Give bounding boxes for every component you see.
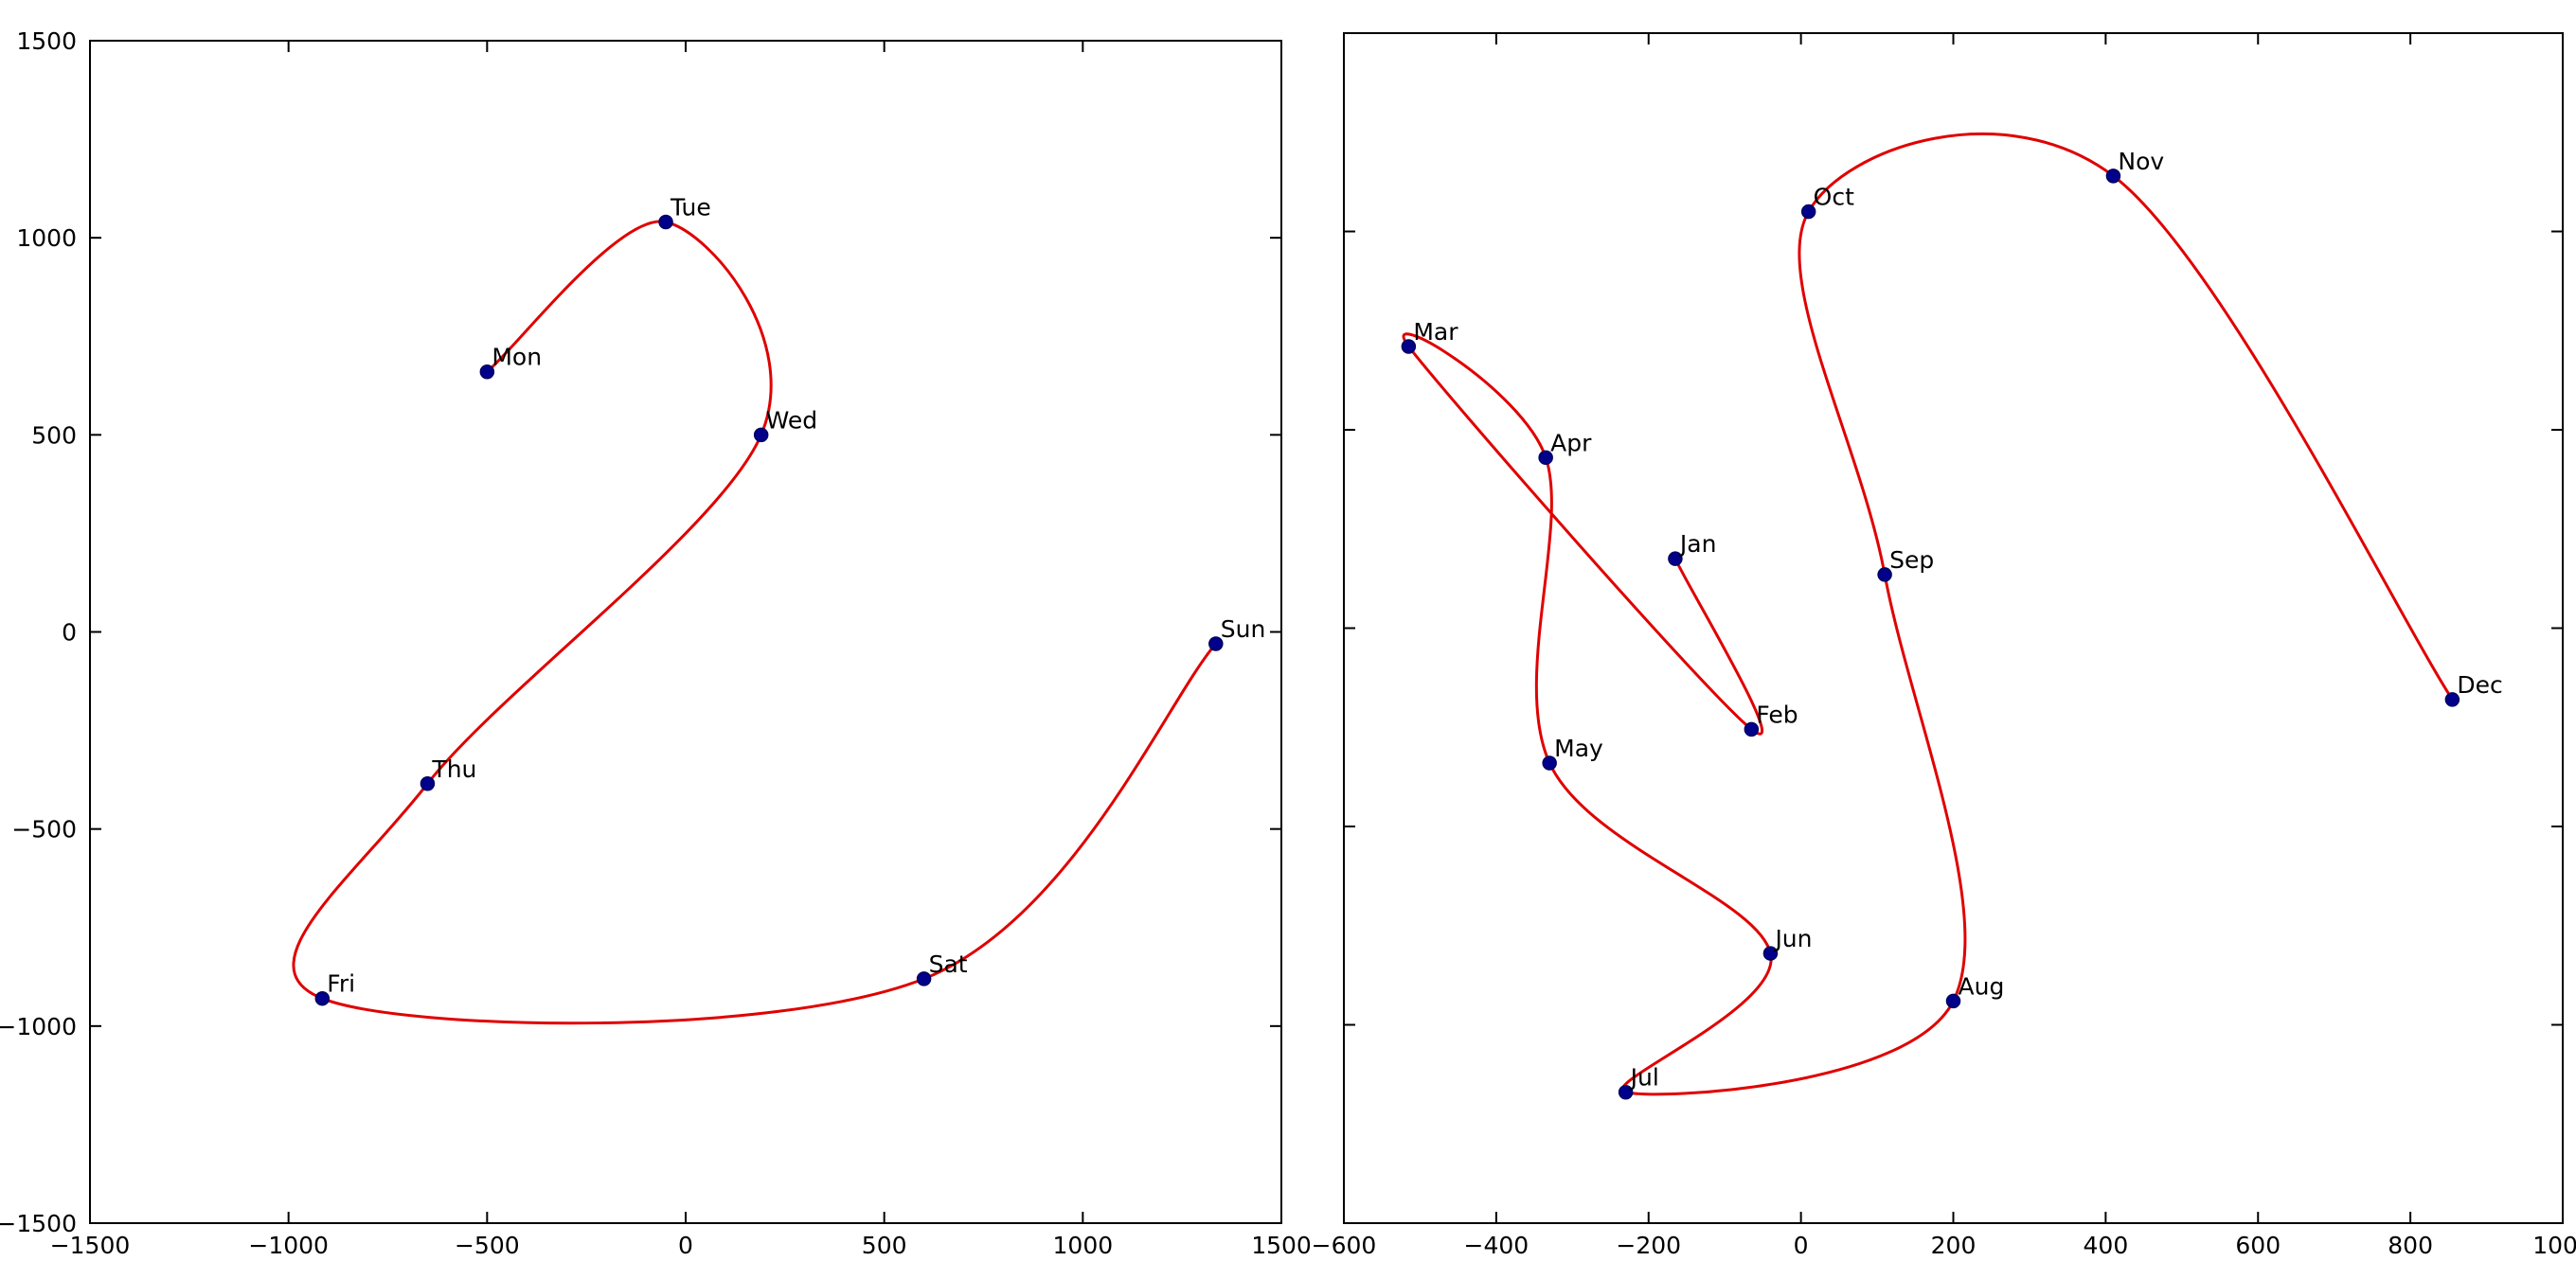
point-label-tue: Tue [670,194,711,222]
data-point-mon [479,364,495,380]
point-label-mar: Mar [1413,318,1458,346]
point-label-sep: Sep [1889,546,1934,574]
point-label-dec: Dec [2457,671,2502,699]
data-point-jul [1618,1084,1634,1100]
x-tick-label: 800 [2388,1232,2433,1259]
data-point-dec [2444,692,2460,707]
x-tick-label: −500 [455,1232,520,1259]
data-point-apr [1538,450,1553,466]
point-label-sat: Sat [929,950,968,978]
trajectory-line [1402,133,2454,1096]
x-tick-label: 0 [1794,1232,1809,1259]
point-label-fri: Fri [327,970,355,998]
point-label-oct: Oct [1814,184,1854,211]
x-tick-label: 1000 [1053,1232,1114,1259]
data-point-jan [1668,551,1683,566]
point-label-aug: Aug [1959,972,2005,1000]
x-tick-label: −1500 [50,1232,131,1259]
x-tick-label: −1000 [248,1232,329,1259]
data-point-fri [314,990,331,1006]
data-point-oct [1800,204,1816,220]
x-tick-label: −400 [1464,1232,1530,1259]
x-tick-label: 1500 [1251,1232,1312,1259]
y-tick-label: −1500 [0,1210,77,1237]
point-label-wed: Wed [766,406,818,434]
y-tick-label: 1000 [16,224,77,252]
point-label-mon: Mon [492,344,542,371]
x-tick-label: 500 [862,1232,907,1259]
data-point-aug [1945,993,1961,1009]
point-label-jul: Jul [1629,1064,1659,1092]
point-label-thu: Thu [431,755,476,783]
data-point-thu [420,776,436,791]
subplot-weekday-trajectory: −1500 −1000 −500 0 500 1000 1500 −1500 −1000 −500… [0,27,1312,1259]
y-tick-label: −1000 [0,1013,77,1040]
y-tick-label: 0 [62,619,77,647]
point-label-may: May [1554,735,1603,762]
data-point-sun [1208,636,1224,651]
axes-spines [1343,32,2564,1224]
x-tick-label: −200 [1616,1232,1681,1259]
data-point-sep [1877,567,1892,582]
x-tick-label: −600 [1312,1232,1377,1259]
x-tick-label: 200 [1931,1232,1977,1259]
x-tick-label: 0 [678,1232,693,1259]
subplot-month-trajectory: −600 −400 −200 0 200 400 600 800 1000 Jan Feb Mar Ap… [1312,32,2576,1259]
data-point-tue [658,214,673,230]
x-tick-label: 600 [2235,1232,2281,1259]
trajectory-line [292,220,1218,1025]
point-label-nov: Nov [2118,148,2164,175]
data-point-wed [753,427,769,443]
data-point-jun [1762,946,1779,961]
data-point-feb [1744,721,1760,737]
point-label-sun: Sun [1221,615,1266,643]
point-label-apr: Apr [1550,429,1592,456]
y-tick-label: 500 [31,421,77,449]
point-label-feb: Feb [1756,701,1798,728]
data-point-may [1542,755,1557,771]
point-label-jan: Jan [1678,530,1717,558]
point-label-jun: Jun [1773,925,1812,952]
data-point-nov [2105,169,2121,184]
x-tick-label: 400 [2084,1232,2129,1259]
data-point-mar [1401,339,1417,354]
y-tick-label: 1500 [16,27,77,55]
y-tick-label: −500 [11,816,77,844]
x-tick-label: 1000 [2532,1232,2576,1259]
data-point-sat [916,971,932,986]
